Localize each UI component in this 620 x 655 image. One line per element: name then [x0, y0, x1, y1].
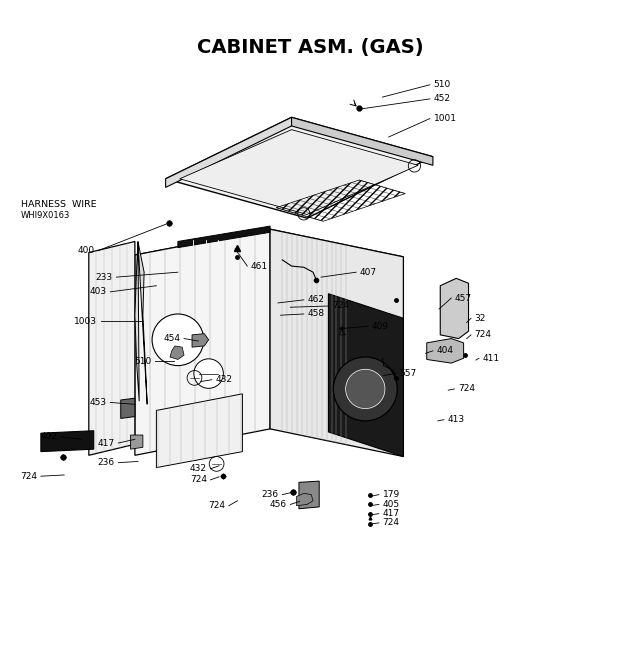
Text: HARNESS  WIRE: HARNESS WIRE — [21, 200, 97, 209]
Text: 453: 453 — [89, 398, 107, 407]
Text: eReplacementParts.com: eReplacementParts.com — [238, 327, 382, 340]
Text: 404: 404 — [436, 346, 454, 356]
Text: 1001: 1001 — [433, 114, 456, 123]
Polygon shape — [296, 493, 313, 506]
Polygon shape — [121, 398, 135, 419]
Text: 456: 456 — [270, 500, 286, 509]
Text: 407: 407 — [360, 268, 377, 276]
Text: 1003: 1003 — [74, 317, 97, 326]
Text: 462: 462 — [308, 295, 324, 305]
Circle shape — [334, 357, 397, 421]
Text: 403: 403 — [89, 288, 107, 296]
Text: 405: 405 — [383, 500, 400, 509]
Polygon shape — [427, 339, 464, 363]
Polygon shape — [192, 333, 208, 347]
Polygon shape — [170, 346, 184, 360]
Circle shape — [345, 369, 385, 409]
Circle shape — [152, 314, 204, 365]
Text: 454: 454 — [163, 334, 180, 343]
Text: 724: 724 — [475, 330, 492, 339]
Polygon shape — [270, 229, 404, 457]
Text: 236: 236 — [262, 490, 278, 499]
Text: 724: 724 — [208, 501, 225, 510]
Text: 402: 402 — [40, 432, 58, 441]
Polygon shape — [89, 242, 135, 455]
Text: 452: 452 — [433, 94, 451, 103]
Polygon shape — [291, 117, 433, 165]
Text: 400: 400 — [78, 246, 94, 255]
Text: 724: 724 — [190, 476, 207, 485]
Text: 233: 233 — [95, 272, 113, 282]
Polygon shape — [178, 226, 270, 248]
Text: 557: 557 — [400, 369, 417, 378]
Text: 179: 179 — [383, 490, 400, 499]
Text: 510: 510 — [134, 357, 151, 365]
Polygon shape — [135, 229, 270, 455]
Text: 461: 461 — [251, 261, 268, 271]
Polygon shape — [329, 293, 404, 457]
Text: 32: 32 — [475, 314, 486, 323]
Text: 417: 417 — [383, 509, 400, 518]
Text: 457: 457 — [455, 293, 472, 303]
Polygon shape — [180, 130, 418, 214]
Text: 236: 236 — [97, 458, 115, 467]
Text: 510: 510 — [433, 81, 451, 89]
Text: 724: 724 — [458, 384, 475, 394]
Text: 413: 413 — [448, 415, 465, 424]
Text: 409: 409 — [372, 322, 389, 331]
Polygon shape — [440, 278, 469, 339]
Text: 432: 432 — [215, 375, 232, 384]
Text: WHI9X0163: WHI9X0163 — [21, 210, 71, 219]
Text: 417: 417 — [97, 438, 115, 447]
Text: 411: 411 — [482, 354, 500, 363]
Text: 432: 432 — [190, 464, 207, 474]
Circle shape — [194, 359, 223, 388]
Polygon shape — [166, 117, 291, 187]
Polygon shape — [135, 242, 147, 404]
Text: 458: 458 — [308, 309, 325, 318]
Polygon shape — [41, 431, 94, 451]
Text: CABINET ASM. (GAS): CABINET ASM. (GAS) — [197, 39, 423, 58]
Text: 724: 724 — [383, 518, 399, 527]
Polygon shape — [156, 394, 242, 468]
Polygon shape — [166, 117, 433, 218]
Polygon shape — [299, 481, 319, 509]
Polygon shape — [135, 229, 404, 283]
Text: 724: 724 — [332, 301, 349, 310]
Polygon shape — [131, 435, 143, 449]
Text: 724: 724 — [20, 472, 37, 481]
